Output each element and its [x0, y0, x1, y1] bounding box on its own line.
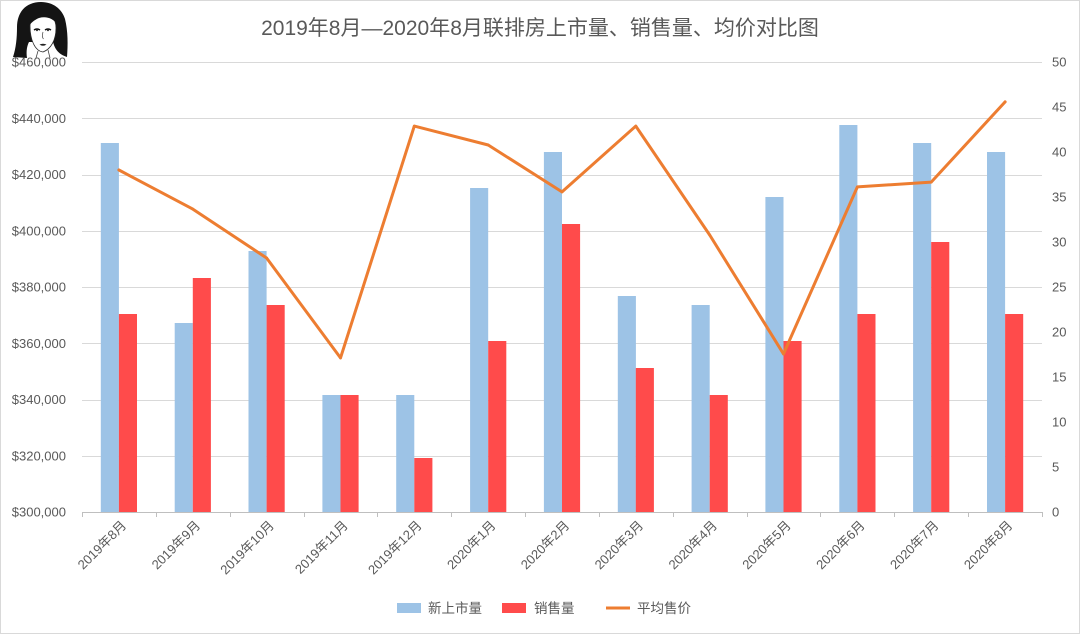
new-listings-bar: [987, 152, 1006, 512]
new-listings-bar: [174, 323, 193, 512]
sales-bar: [857, 314, 876, 512]
sales-bar: [1005, 314, 1024, 512]
left-axis-tick-label: $420,000: [12, 167, 66, 182]
legend-swatch-sales: [502, 603, 526, 613]
legend: 新上市量 销售量 平均售价: [397, 600, 691, 616]
avg-price-point: [486, 143, 490, 147]
right-axis-tick-label: 40: [1052, 145, 1066, 160]
right-axis-tick-label: 20: [1052, 325, 1066, 340]
new-listings-bar: [248, 251, 267, 512]
new-listings-bar: [765, 197, 784, 512]
right-axis-tick-label: 10: [1052, 415, 1066, 430]
right-y-axis: 0 5 10 15 20 25 30 35 40 45 50: [1052, 55, 1066, 520]
sales-bar: [192, 278, 211, 512]
left-y-axis: $300,000 $320,000 $340,000 $360,000 $380,000…: [12, 55, 66, 520]
legend-item-sales: 销售量: [502, 601, 575, 616]
sales-bar: [488, 341, 507, 512]
avg-price-point: [782, 352, 785, 356]
left-axis-tick-label: $440,000: [12, 111, 66, 126]
left-axis-tick-label: $300,000: [12, 505, 66, 520]
avg-price-point: [929, 180, 933, 184]
bars: [100, 125, 1024, 512]
sales-bar: [562, 224, 581, 512]
right-axis-tick-label: 35: [1052, 190, 1066, 205]
left-axis-tick-label: $380,000: [12, 280, 66, 295]
avg-price-point: [191, 207, 195, 211]
avg-price-point: [1003, 100, 1007, 104]
new-listings-bar: [617, 296, 636, 512]
right-axis-tick-label: 45: [1052, 100, 1066, 115]
sales-bar: [635, 368, 654, 512]
avg-price-point: [265, 256, 268, 260]
avatar-bangs: [28, 9, 58, 27]
legend-label-sales: 销售量: [534, 601, 575, 616]
right-axis-tick-label: 30: [1052, 235, 1066, 250]
sales-bar: [266, 305, 285, 512]
legend-label-new-listings: 新上市量: [428, 600, 482, 616]
avatar-nose: [41, 31, 44, 40]
avatar-neck: [35, 49, 51, 59]
new-listings-bar: [470, 188, 489, 512]
avg-price-point: [856, 185, 859, 189]
new-listings-bar: [543, 152, 562, 512]
legend-item-new-listings: 新上市量: [397, 600, 482, 616]
right-axis-tick-label: 5: [1052, 460, 1059, 475]
left-axis-tick-label: $340,000: [12, 392, 66, 407]
new-listings-bar: [396, 395, 415, 512]
avg-price-point: [708, 233, 712, 237]
right-axis-tick-label: 50: [1052, 55, 1066, 70]
sales-bar: [709, 395, 728, 512]
new-listings-bar: [839, 125, 858, 512]
new-listings-bar: [100, 143, 119, 512]
new-listings-bar: [913, 143, 932, 512]
legend-item-avg-price: 平均售价: [606, 601, 691, 616]
avg-price-point: [117, 168, 121, 172]
sales-bar: [931, 242, 950, 512]
avatar-right-pupil: [47, 29, 49, 32]
avatar-right-eye: [44, 28, 52, 31]
sales-bar: [340, 395, 359, 512]
portrait-sketch-icon: [13, 2, 68, 59]
sales-bar: [783, 341, 802, 512]
line-series: [117, 100, 1007, 360]
avg-price-point: [339, 356, 342, 360]
avatar-left-eye: [33, 28, 41, 31]
avg-price-point: [560, 190, 564, 194]
left-axis-tick-label: $400,000: [12, 223, 66, 238]
right-axis-tick-label: 0: [1052, 505, 1059, 520]
avatar-mouth: [39, 43, 47, 46]
avatar-left-pupil: [36, 29, 38, 32]
sales-bar: [414, 458, 433, 512]
new-listings-bar: [322, 395, 341, 512]
avg-price-point: [634, 124, 638, 128]
left-axis-tick-label: $320,000: [12, 448, 66, 463]
left-axis-tick-label: $360,000: [12, 336, 66, 351]
left-axis-tick-label: $460,000: [12, 55, 66, 70]
sales-bar: [118, 314, 137, 512]
chart-title: 2019年8月—2020年8月联排房上市量、销售量、均价对比图: [261, 17, 819, 40]
right-axis-tick-label: 25: [1052, 280, 1066, 295]
new-listings-bar: [691, 305, 710, 512]
legend-swatch-new-listings: [397, 603, 421, 613]
avg-price-point: [412, 124, 416, 128]
legend-label-avg-price: 平均售价: [637, 601, 691, 616]
right-axis-tick-label: 15: [1052, 370, 1066, 385]
